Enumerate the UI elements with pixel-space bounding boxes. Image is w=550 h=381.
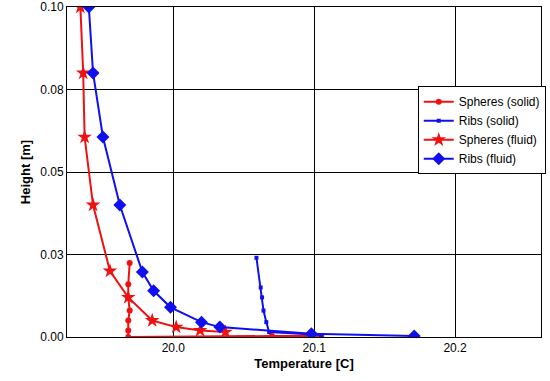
- svg-text:Spheres (fluid): Spheres (fluid): [459, 133, 537, 147]
- svg-text:20.0: 20.0: [162, 341, 186, 355]
- svg-text:Ribs (solid): Ribs (solid): [459, 114, 519, 128]
- svg-text:Spheres (solid): Spheres (solid): [459, 95, 540, 109]
- svg-text:20.2: 20.2: [443, 341, 467, 355]
- svg-text:0.08: 0.08: [40, 83, 64, 97]
- svg-text:Ribs (fluid): Ribs (fluid): [459, 152, 516, 166]
- svg-text:0.05: 0.05: [40, 165, 64, 179]
- svg-text:0.00: 0.00: [40, 330, 64, 344]
- svg-text:Height [m]: Height [m]: [18, 140, 33, 204]
- svg-text:20.1: 20.1: [303, 341, 327, 355]
- svg-text:Temperature [C]: Temperature [C]: [254, 356, 353, 371]
- svg-text:0.10: 0.10: [40, 0, 64, 14]
- svg-text:0.03: 0.03: [40, 248, 64, 262]
